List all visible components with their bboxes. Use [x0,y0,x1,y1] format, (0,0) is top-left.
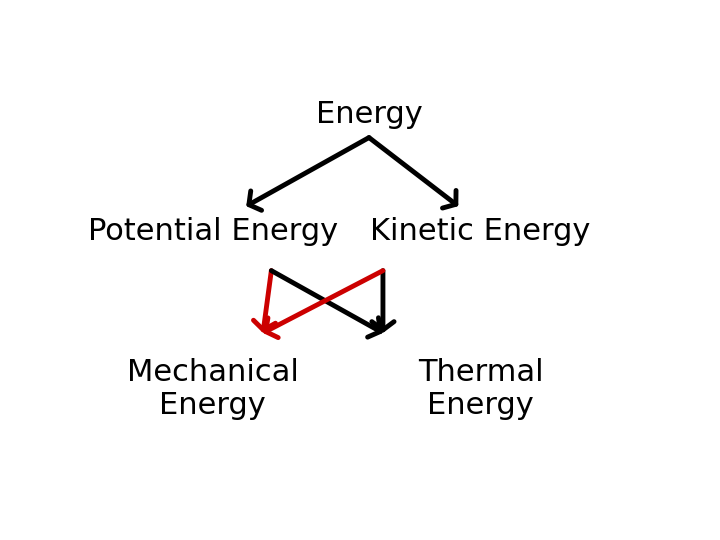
Text: Potential Energy: Potential Energy [88,217,338,246]
Text: Thermal
Energy: Thermal Energy [418,358,544,421]
Text: Mechanical
Energy: Mechanical Energy [127,358,299,421]
Text: Energy: Energy [315,100,423,129]
Text: Kinetic Energy: Kinetic Energy [370,217,591,246]
